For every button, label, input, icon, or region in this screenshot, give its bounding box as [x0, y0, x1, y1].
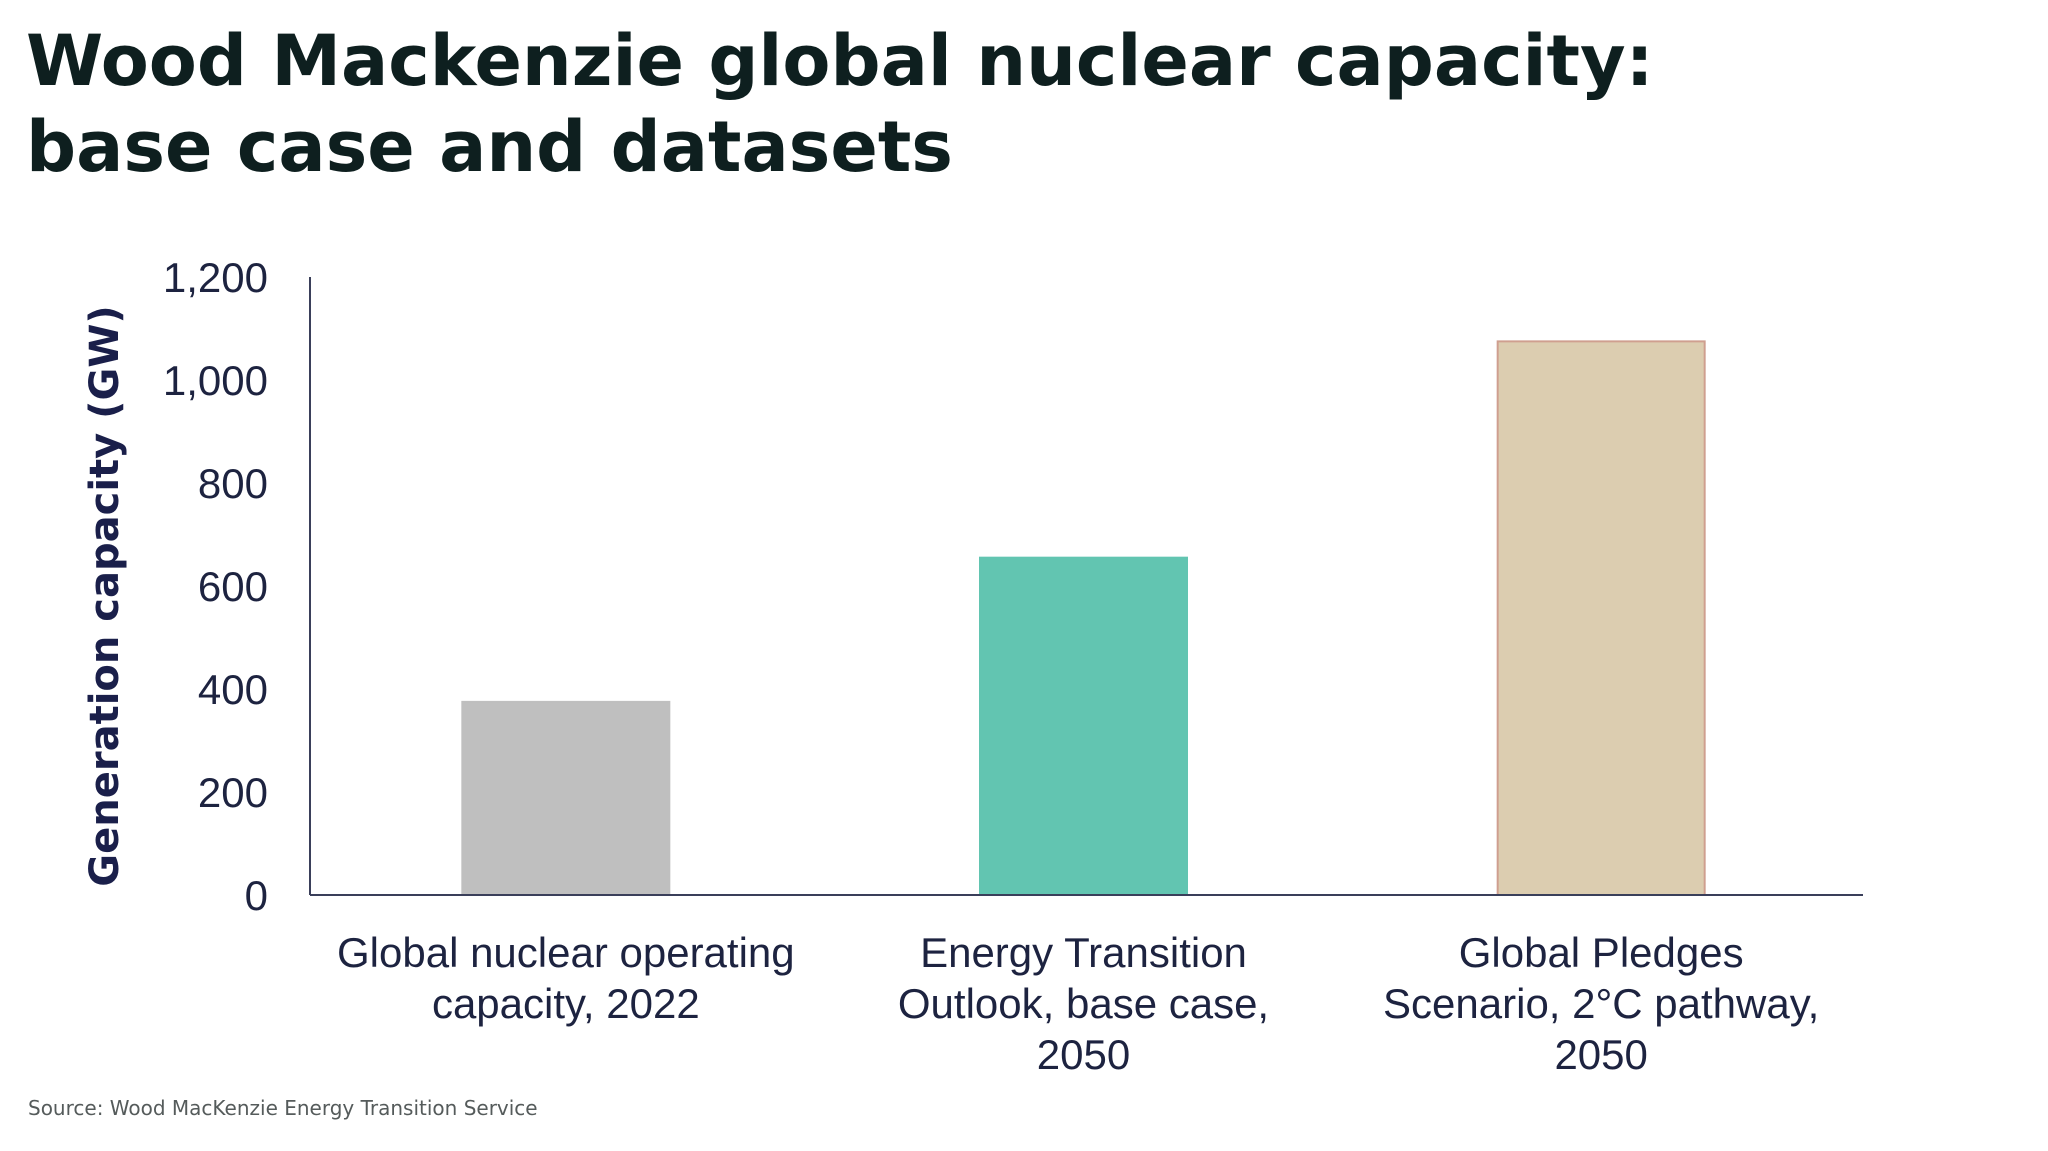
x-axis-categories: Global nuclear operating capacity, 2022 En… [337, 929, 1819, 1078]
y-tick-label: 1,000 [163, 357, 268, 404]
x-category-label: Global Pledges Scenario, 2°C pathway, 2050 [1383, 929, 1819, 1078]
bar [1496, 340, 1706, 896]
page-title-line-2: base case and datasets [26, 106, 953, 188]
bar [461, 700, 671, 896]
source-note: Source: Wood MacKenzie Energy Transition… [28, 1096, 538, 1120]
y-tick-label: 800 [198, 460, 268, 507]
bars [461, 340, 1706, 896]
bar [979, 556, 1188, 896]
page-title: Wood Mackenzie global nuclear capacity: … [26, 18, 1926, 190]
y-tick-label: 600 [198, 563, 268, 610]
y-axis-ticks: 0 200 400 600 800 1,000 1,200 [163, 254, 268, 919]
x-category-label: Global nuclear operating capacity, 2022 [337, 929, 795, 1027]
page-title-line-1: Wood Mackenzie global nuclear capacity: [26, 20, 1654, 102]
y-axis-title: Generation capacity (GW) [82, 305, 128, 886]
y-tick-label: 200 [198, 769, 268, 816]
y-tick-label: 0 [245, 872, 268, 919]
y-tick-label: 1,200 [163, 254, 268, 301]
x-category-label: Energy Transition Outlook, base case, 2050 [898, 929, 1269, 1078]
y-tick-label: 400 [198, 666, 268, 713]
